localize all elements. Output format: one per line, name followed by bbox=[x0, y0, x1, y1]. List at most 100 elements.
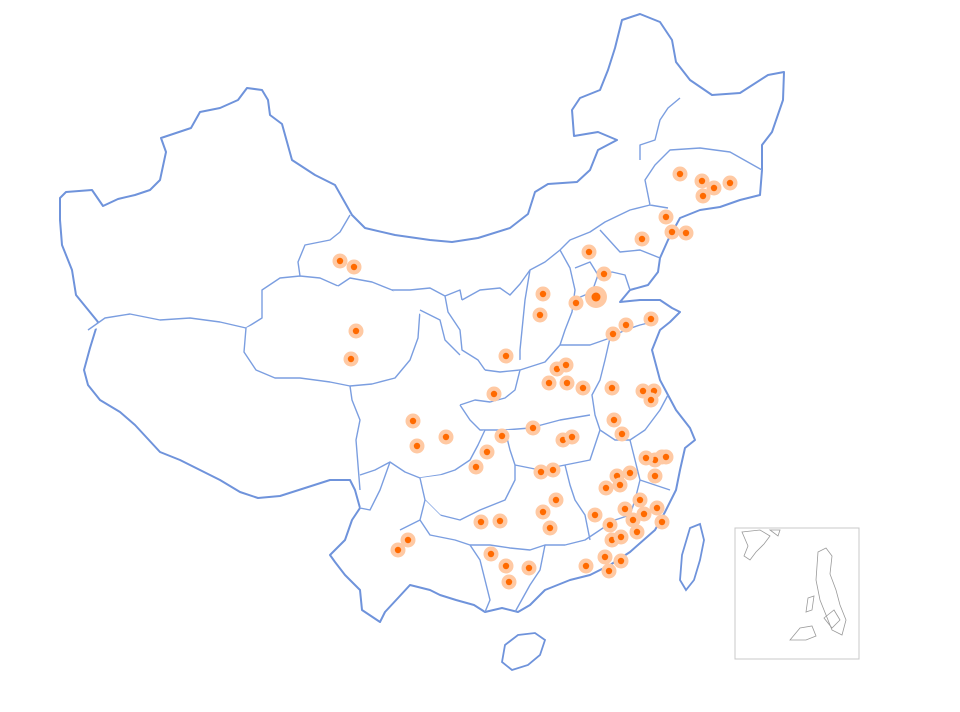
map-marker[interactable] bbox=[587, 507, 603, 523]
map-marker[interactable] bbox=[581, 244, 597, 260]
map-marker[interactable] bbox=[545, 462, 561, 478]
marker-dot bbox=[552, 496, 560, 504]
map-marker[interactable] bbox=[636, 506, 652, 522]
map-marker[interactable] bbox=[405, 413, 421, 429]
map-marker[interactable] bbox=[649, 500, 665, 516]
map-marker[interactable] bbox=[695, 188, 711, 204]
map-marker[interactable] bbox=[390, 542, 406, 558]
marker-dot bbox=[582, 562, 590, 570]
map-marker[interactable] bbox=[578, 558, 594, 574]
map-marker[interactable] bbox=[614, 426, 630, 442]
map-marker[interactable] bbox=[618, 317, 634, 333]
map-marker[interactable] bbox=[575, 380, 591, 396]
marker-dot bbox=[638, 235, 646, 243]
map-marker[interactable] bbox=[558, 357, 574, 373]
marker-dot bbox=[563, 379, 571, 387]
map-marker[interactable] bbox=[694, 173, 710, 189]
map-marker[interactable] bbox=[601, 563, 617, 579]
map-marker[interactable] bbox=[658, 209, 674, 225]
map-marker[interactable] bbox=[532, 307, 548, 323]
map-marker[interactable] bbox=[596, 266, 612, 282]
map-marker[interactable] bbox=[634, 231, 650, 247]
map-marker[interactable] bbox=[606, 412, 622, 428]
map-marker[interactable] bbox=[613, 529, 629, 545]
map-marker[interactable] bbox=[542, 520, 558, 536]
map-marker[interactable] bbox=[332, 253, 348, 269]
map-marker[interactable] bbox=[638, 450, 654, 466]
map-marker[interactable] bbox=[617, 501, 633, 517]
map-marker[interactable] bbox=[613, 553, 629, 569]
map-marker[interactable] bbox=[664, 224, 680, 240]
map-marker[interactable] bbox=[625, 512, 641, 528]
marker-dot bbox=[629, 516, 637, 524]
marker-dot bbox=[617, 557, 625, 565]
map-marker[interactable] bbox=[605, 326, 621, 342]
map-marker[interactable] bbox=[654, 514, 670, 530]
marker-dot bbox=[676, 170, 684, 178]
marker-dot bbox=[618, 430, 626, 438]
marker-dot bbox=[409, 417, 417, 425]
map-marker[interactable] bbox=[483, 546, 499, 562]
map-marker[interactable] bbox=[438, 429, 454, 445]
marker-dot bbox=[613, 472, 621, 480]
map-marker[interactable] bbox=[479, 444, 495, 460]
map-marker[interactable] bbox=[568, 295, 584, 311]
marker-dot bbox=[591, 292, 601, 302]
map-marker[interactable] bbox=[643, 392, 659, 408]
map-marker[interactable] bbox=[602, 517, 618, 533]
marker-dot bbox=[662, 213, 670, 221]
map-marker[interactable] bbox=[498, 558, 514, 574]
map-marker[interactable] bbox=[612, 477, 628, 493]
marker-dot bbox=[651, 472, 659, 480]
map-marker[interactable] bbox=[525, 420, 541, 436]
marker-dot bbox=[496, 517, 504, 525]
marker-dot bbox=[606, 521, 614, 529]
map-marker[interactable] bbox=[343, 351, 359, 367]
map-marker[interactable] bbox=[604, 380, 620, 396]
marker-dot bbox=[633, 528, 641, 536]
map-marker[interactable] bbox=[494, 428, 510, 444]
map-marker[interactable] bbox=[535, 504, 551, 520]
map-marker[interactable] bbox=[533, 464, 549, 480]
map-marker[interactable] bbox=[672, 166, 688, 182]
map-marker[interactable] bbox=[622, 465, 638, 481]
map-marker[interactable] bbox=[598, 480, 614, 496]
map-marker[interactable] bbox=[346, 259, 362, 275]
marker-dot bbox=[621, 505, 629, 513]
marker-dot bbox=[605, 567, 613, 575]
map-marker[interactable] bbox=[643, 311, 659, 327]
marker-dot bbox=[549, 466, 557, 474]
map-marker[interactable] bbox=[585, 286, 607, 308]
map-marker[interactable] bbox=[521, 560, 537, 576]
map-marker[interactable] bbox=[473, 514, 489, 530]
map-marker[interactable] bbox=[632, 492, 648, 508]
marker-dot bbox=[591, 511, 599, 519]
map-marker[interactable] bbox=[722, 175, 738, 191]
map-marker[interactable] bbox=[647, 468, 663, 484]
map-marker[interactable] bbox=[678, 225, 694, 241]
marker-dot bbox=[668, 228, 676, 236]
map-marker[interactable] bbox=[541, 375, 557, 391]
marker-dot bbox=[546, 524, 554, 532]
map-marker[interactable] bbox=[348, 323, 364, 339]
map-marker[interactable] bbox=[629, 524, 645, 540]
map-marker[interactable] bbox=[559, 375, 575, 391]
map-marker[interactable] bbox=[597, 549, 613, 565]
map-marker[interactable] bbox=[409, 438, 425, 454]
marker-dot bbox=[626, 469, 634, 477]
map-marker[interactable] bbox=[658, 449, 674, 465]
map-marker[interactable] bbox=[492, 513, 508, 529]
marker-dot bbox=[539, 508, 547, 516]
map-marker[interactable] bbox=[706, 180, 722, 196]
map-marker[interactable] bbox=[498, 348, 514, 364]
map-marker[interactable] bbox=[501, 574, 517, 590]
marker-dot bbox=[490, 390, 498, 398]
map-marker[interactable] bbox=[468, 459, 484, 475]
map-marker[interactable] bbox=[548, 492, 564, 508]
map-marker[interactable] bbox=[400, 532, 416, 548]
marker-dot bbox=[658, 518, 666, 526]
marker-layer bbox=[332, 166, 738, 590]
map-marker[interactable] bbox=[486, 386, 502, 402]
map-marker[interactable] bbox=[535, 286, 551, 302]
map-marker[interactable] bbox=[564, 429, 580, 445]
